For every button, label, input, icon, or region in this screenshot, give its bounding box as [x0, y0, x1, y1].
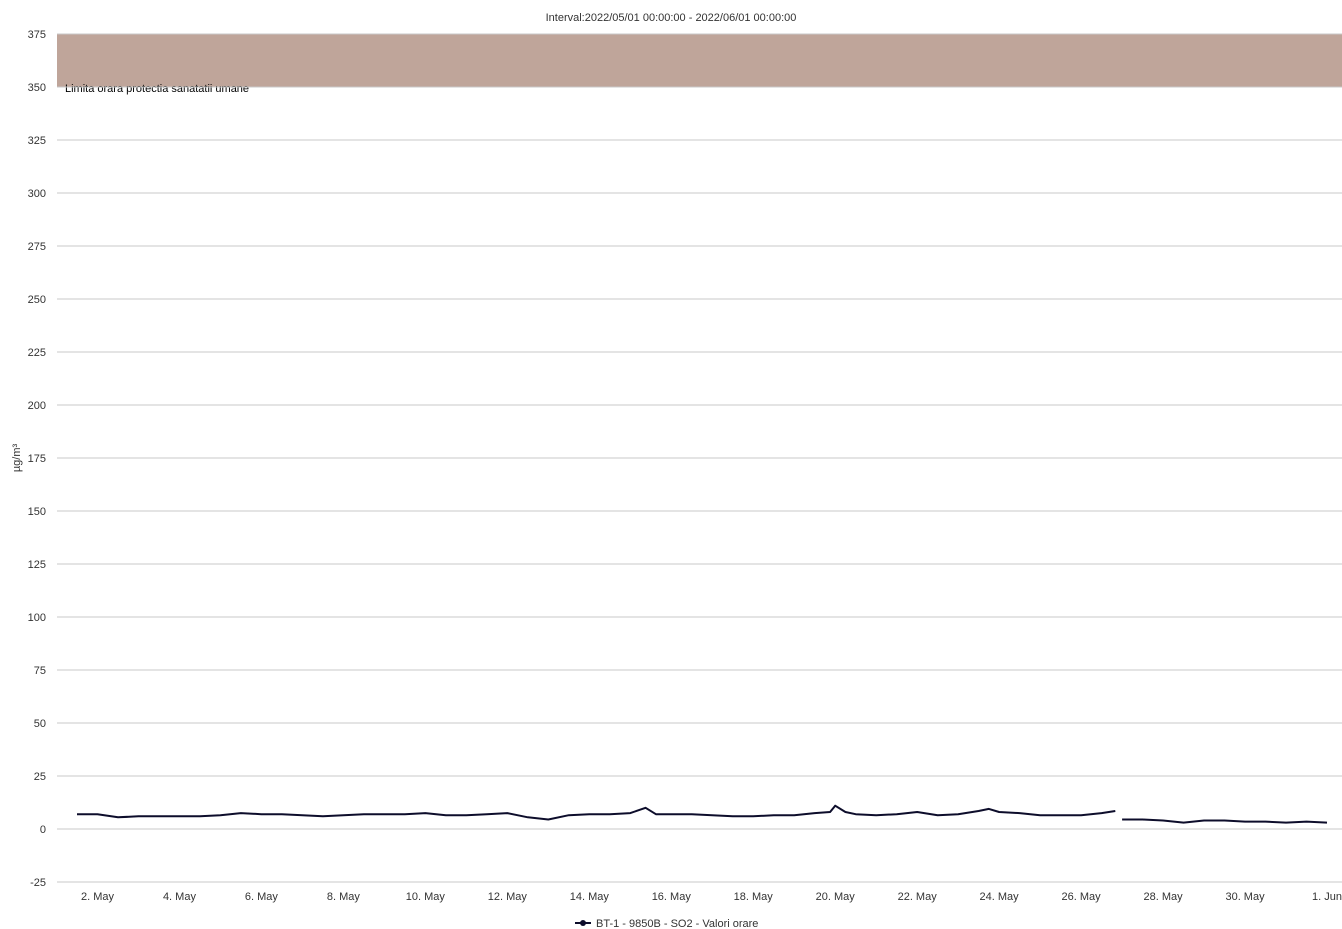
- y-tick-label: 0: [40, 824, 46, 836]
- x-tick-label: 1. Jun: [1312, 891, 1342, 903]
- y-tick-label: 125: [28, 559, 46, 571]
- y-tick-label: 175: [28, 453, 46, 465]
- plot-band-label: Limita orara protectia sanatatii umane: [65, 83, 249, 95]
- legend-series-label: BT-1 - 9850B - SO2 - Valori orare: [596, 918, 758, 929]
- y-tick-label: 300: [28, 188, 46, 200]
- x-tick-label: 10. May: [406, 891, 446, 903]
- x-tick-label: 16. May: [652, 891, 692, 903]
- x-tick-label: 28. May: [1143, 891, 1183, 903]
- plot-band-health-limit: [57, 34, 1342, 87]
- chart-legend[interactable]: BT-1 - 9850B - SO2 - Valori orare: [575, 918, 758, 929]
- y-tick-label: -25: [30, 877, 46, 889]
- x-tick-label: 24. May: [980, 891, 1020, 903]
- x-tick-label: 30. May: [1225, 891, 1265, 903]
- y-tick-label: 375: [28, 29, 46, 41]
- x-tick-label: 6. May: [245, 891, 279, 903]
- y-tick-label: 350: [28, 82, 46, 94]
- series-line-so2: [77, 804, 1116, 821]
- y-tick-label: 25: [34, 771, 46, 783]
- y-tick-label: 100: [28, 612, 46, 624]
- y-tick-label: 325: [28, 135, 46, 147]
- x-tick-label: 12. May: [488, 891, 528, 903]
- y-tick-label: 50: [34, 718, 46, 730]
- x-tick-label: 20. May: [816, 891, 856, 903]
- x-tick-label: 8. May: [327, 891, 361, 903]
- y-tick-label: 225: [28, 347, 46, 359]
- y-tick-label: 250: [28, 294, 46, 306]
- x-tick-label: 4. May: [163, 891, 197, 903]
- y-tick-label: 75: [34, 665, 46, 677]
- x-tick-label: 26. May: [1062, 891, 1102, 903]
- series-line-so2: [1122, 818, 1328, 824]
- y-tick-label: 200: [28, 400, 46, 412]
- legend-series-marker-dot: [580, 920, 586, 926]
- y-tick-label: 275: [28, 241, 46, 253]
- x-tick-label: 14. May: [570, 891, 610, 903]
- x-tick-label: 18. May: [734, 891, 774, 903]
- y-axis-label: µg/m³: [11, 443, 23, 472]
- y-tick-label: 150: [28, 506, 46, 518]
- chart-title: Interval:2022/05/01 00:00:00 - 2022/06/0…: [546, 12, 797, 24]
- x-tick-label: 2. May: [81, 891, 115, 903]
- x-tick-label: 22. May: [898, 891, 938, 903]
